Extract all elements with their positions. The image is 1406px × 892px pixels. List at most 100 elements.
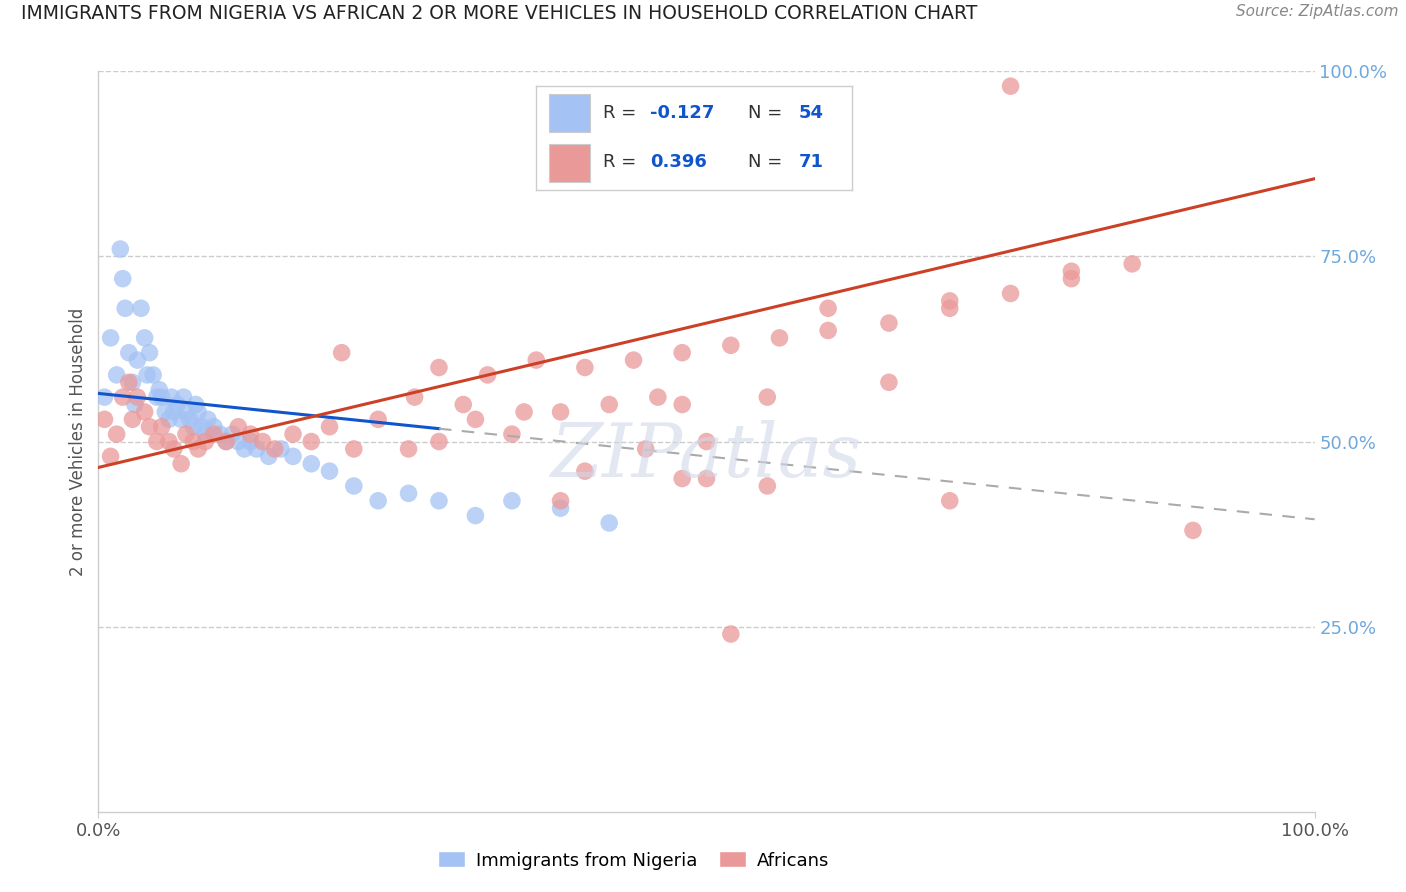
Point — [598, 397, 620, 411]
Point — [671, 471, 693, 485]
Point — [756, 390, 779, 404]
Point — [202, 419, 225, 434]
Point — [100, 331, 122, 345]
Point — [187, 442, 209, 456]
Point — [155, 405, 177, 419]
Point — [134, 331, 156, 345]
Point — [157, 412, 180, 426]
Point — [939, 301, 962, 316]
Point — [105, 368, 128, 382]
Point — [263, 442, 285, 456]
Point — [134, 405, 156, 419]
Point — [756, 479, 779, 493]
Point — [464, 412, 486, 426]
Point — [318, 419, 340, 434]
Point — [93, 390, 115, 404]
Text: Source: ZipAtlas.com: Source: ZipAtlas.com — [1236, 4, 1399, 20]
Point — [226, 419, 249, 434]
Point — [105, 427, 128, 442]
Text: IMMIGRANTS FROM NIGERIA VS AFRICAN 2 OR MORE VEHICLES IN HOUSEHOLD CORRELATION C: IMMIGRANTS FROM NIGERIA VS AFRICAN 2 OR … — [21, 4, 977, 23]
Point — [1000, 286, 1022, 301]
Point — [330, 345, 353, 359]
Point — [939, 293, 962, 308]
Point — [197, 412, 219, 426]
Point — [215, 434, 238, 449]
Point — [550, 501, 572, 516]
Point — [239, 427, 262, 442]
Point — [163, 405, 186, 419]
Point — [181, 419, 204, 434]
Point — [181, 434, 204, 449]
Point — [671, 345, 693, 359]
Point — [179, 412, 201, 426]
Point — [166, 397, 188, 411]
Point — [111, 390, 134, 404]
Point — [111, 271, 134, 285]
Point — [124, 397, 146, 411]
Point — [174, 427, 197, 442]
Point — [696, 471, 718, 485]
Point — [215, 434, 238, 449]
Point — [671, 397, 693, 411]
Point — [720, 338, 742, 352]
Point — [121, 376, 143, 390]
Point — [173, 390, 195, 404]
Point — [623, 353, 645, 368]
Point — [720, 627, 742, 641]
Point — [93, 412, 115, 426]
Point — [550, 405, 572, 419]
Point — [184, 397, 207, 411]
Point — [209, 427, 232, 442]
Point — [574, 464, 596, 478]
Point — [100, 450, 122, 464]
Point — [427, 360, 450, 375]
Point — [233, 442, 256, 456]
Point — [343, 479, 366, 493]
Point — [174, 405, 197, 419]
Point — [221, 427, 243, 442]
Point — [138, 345, 160, 359]
Point — [127, 390, 149, 404]
Point — [148, 383, 170, 397]
Point — [194, 427, 217, 442]
Point — [191, 419, 214, 434]
Point — [647, 390, 669, 404]
Point — [245, 442, 267, 456]
Point — [163, 442, 186, 456]
Point — [118, 345, 141, 359]
Point — [281, 427, 304, 442]
Point — [150, 390, 173, 404]
Point — [1182, 524, 1205, 538]
Point — [160, 390, 183, 404]
Point — [299, 457, 322, 471]
Point — [252, 434, 274, 449]
Point — [281, 450, 304, 464]
Point — [367, 493, 389, 508]
Point — [877, 376, 900, 390]
Point — [427, 493, 450, 508]
Point — [299, 434, 322, 449]
Point — [574, 360, 596, 375]
Point — [398, 442, 420, 456]
Point — [634, 442, 657, 456]
Point — [202, 427, 225, 442]
Point — [427, 434, 450, 449]
Point — [146, 390, 169, 404]
Point — [129, 301, 152, 316]
Point — [270, 442, 292, 456]
Point — [121, 412, 143, 426]
Point — [157, 434, 180, 449]
Point — [404, 390, 426, 404]
Point — [194, 434, 217, 449]
Point — [817, 324, 839, 338]
Point — [170, 457, 193, 471]
Point — [367, 412, 389, 426]
Point — [146, 434, 169, 449]
Point — [114, 301, 136, 316]
Point — [318, 464, 340, 478]
Legend: Immigrants from Nigeria, Africans: Immigrants from Nigeria, Africans — [430, 844, 837, 877]
Point — [226, 434, 249, 449]
Point — [817, 301, 839, 316]
Point — [1121, 257, 1143, 271]
Point — [453, 397, 475, 411]
